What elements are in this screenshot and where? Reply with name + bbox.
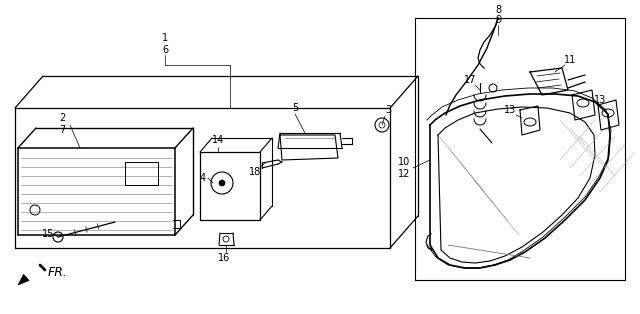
- Text: 16: 16: [218, 253, 230, 263]
- Circle shape: [219, 180, 225, 186]
- Text: 5: 5: [292, 103, 298, 113]
- Text: 7: 7: [59, 125, 65, 135]
- Text: 2: 2: [59, 113, 65, 123]
- Text: 12: 12: [397, 169, 410, 179]
- Text: 17: 17: [464, 75, 476, 85]
- Text: 6: 6: [162, 45, 168, 55]
- Text: 9: 9: [495, 15, 501, 25]
- Text: 8: 8: [495, 5, 501, 15]
- Text: 15: 15: [42, 229, 54, 239]
- Text: 10: 10: [397, 157, 410, 167]
- Text: 3: 3: [385, 105, 391, 115]
- Text: FR.: FR.: [48, 266, 68, 279]
- Text: 13: 13: [504, 105, 516, 115]
- Text: 1: 1: [162, 33, 168, 43]
- Text: 13: 13: [594, 95, 606, 105]
- Text: 14: 14: [212, 135, 224, 145]
- Text: 11: 11: [564, 55, 576, 65]
- Polygon shape: [18, 274, 29, 285]
- Text: 4: 4: [200, 173, 206, 183]
- Text: 18: 18: [249, 167, 261, 177]
